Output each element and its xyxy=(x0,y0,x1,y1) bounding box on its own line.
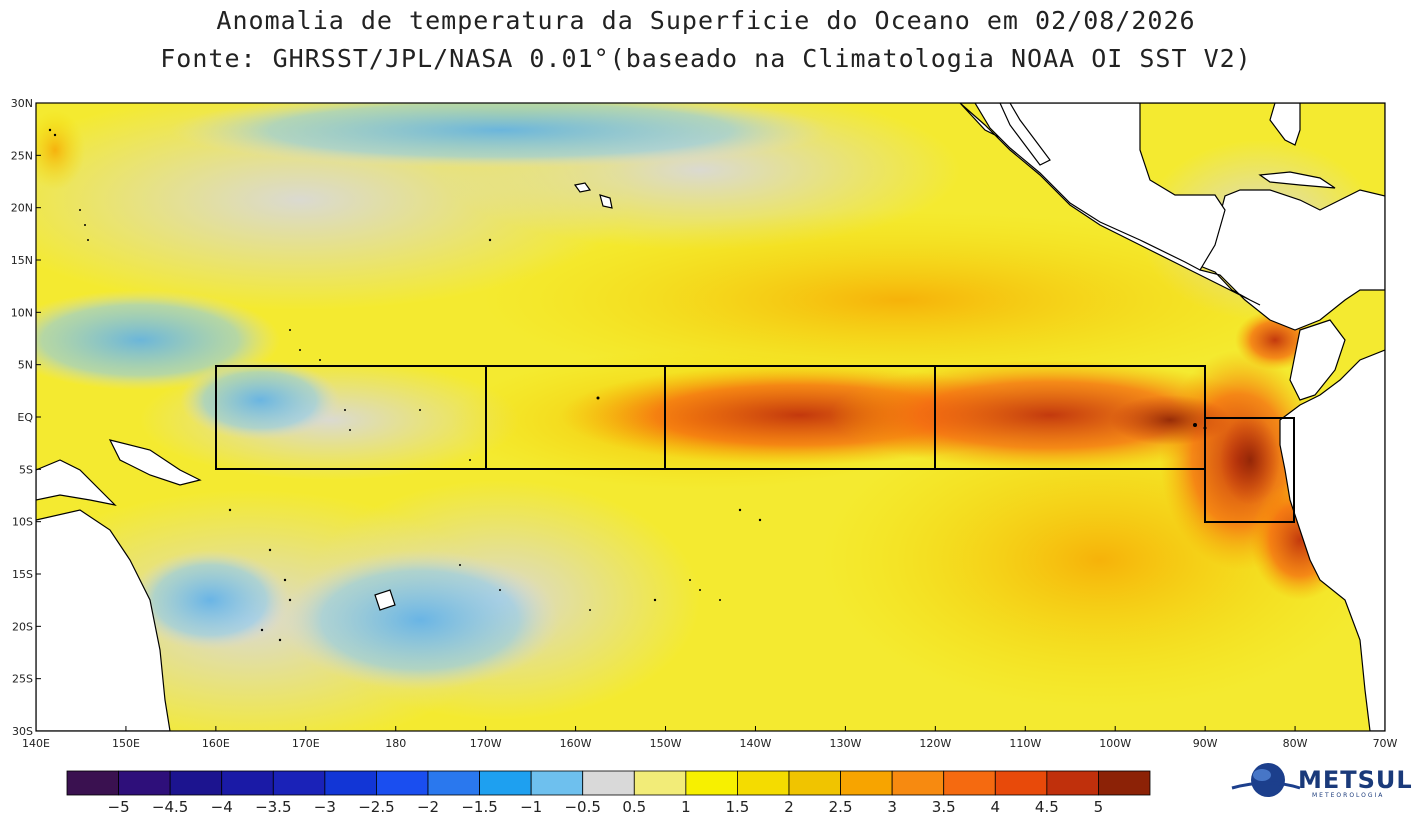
lon-tick-label: 130W xyxy=(829,737,861,750)
lon-tick-label: 80W xyxy=(1283,737,1308,750)
legend-label: −2.5 xyxy=(358,798,394,816)
legend-label: 4 xyxy=(991,798,1001,816)
legend-label: −1 xyxy=(520,798,542,816)
longitude-axis: 140E 150E 160E 170E 180 170W 160W 150W 140W 130W 1… xyxy=(22,726,1398,750)
lon-tick-label: 70W xyxy=(1373,737,1398,750)
lon-tick-label: 100W xyxy=(1099,737,1131,750)
lat-tick-label: 30N xyxy=(11,97,33,110)
legend-label: −4 xyxy=(211,798,233,816)
legend-label: 1.5 xyxy=(725,798,749,816)
color-legend: −5 −4.5 −4 −3.5 −3 −2.5 −2 −1.5 −1 −0.5 0.5 1 1.5 2 2.… xyxy=(66,770,1151,816)
nino-region-boxes xyxy=(215,365,1295,523)
lon-tick-label: 170W xyxy=(470,737,502,750)
latitude-axis: 30N 25N 20N 15N 10N 5N EQ 5S 10S 15S 20S 25S 30S xyxy=(11,97,41,738)
legend-swatch xyxy=(324,770,377,796)
lat-tick-label: 25N xyxy=(11,149,33,162)
lat-tick-label: 20S xyxy=(12,620,33,633)
legend-swatch xyxy=(582,770,635,796)
lat-tick-label: 25S xyxy=(12,673,33,686)
legend-label: 3 xyxy=(887,798,897,816)
legend-label: 4.5 xyxy=(1035,798,1059,816)
map-field xyxy=(36,103,1385,731)
logo-subtitle: METEOROLOGIA xyxy=(1312,792,1385,799)
legend-label: −3 xyxy=(314,798,336,816)
map-subtitle: Fonte: GHRSST/JPL/NASA 0.01°(baseado na … xyxy=(160,44,1252,73)
legend-swatch xyxy=(530,770,584,796)
legend-swatch xyxy=(272,770,326,796)
legend-label: −0.5 xyxy=(564,798,600,816)
lat-tick-label: 15S xyxy=(12,568,33,581)
legend-label: 5 xyxy=(1094,798,1104,816)
legend-label: 3.5 xyxy=(932,798,956,816)
legend-label: −2 xyxy=(417,798,439,816)
lon-tick-label: 90W xyxy=(1193,737,1218,750)
legend-swatch xyxy=(685,770,738,796)
legend-swatch xyxy=(1098,770,1151,796)
lon-tick-label: 170E xyxy=(292,737,320,750)
lon-tick-label: 180 xyxy=(385,737,406,750)
legend-swatch xyxy=(737,770,790,796)
region-box-90w-80w xyxy=(1204,417,1295,523)
legend-label: −5 xyxy=(108,798,130,816)
lon-tick-label: 120W xyxy=(919,737,951,750)
lat-tick-label: 15N xyxy=(11,254,33,267)
logo-name: METSUL xyxy=(1298,766,1412,794)
legend-swatch xyxy=(479,770,532,796)
lon-tick-label: 110W xyxy=(1009,737,1041,750)
legend-swatch xyxy=(376,770,429,796)
lat-tick-label: 5N xyxy=(18,359,33,372)
metsul-logo-icon xyxy=(1231,763,1301,797)
lon-tick-label: 150E xyxy=(112,737,140,750)
map-title: Anomalia de temperatura da Superficie do… xyxy=(216,6,1196,35)
legend-swatch xyxy=(118,770,171,796)
lat-tick-label: 30S xyxy=(12,725,33,738)
legend-label: −1.5 xyxy=(461,798,497,816)
lon-tick-label: 150W xyxy=(650,737,682,750)
legend-swatch xyxy=(994,770,1048,796)
lat-tick-label: EQ xyxy=(17,411,33,424)
lat-tick-label: 20N xyxy=(11,202,33,215)
legend-swatch xyxy=(633,770,687,796)
legend-label: −3.5 xyxy=(255,798,291,816)
land-australia xyxy=(36,509,171,731)
lon-tick-label: 140E xyxy=(22,737,50,750)
lat-tick-label: 10N xyxy=(11,306,33,319)
lon-tick-label: 160E xyxy=(202,737,230,750)
legend-swatch xyxy=(66,770,119,796)
legend-label: 2 xyxy=(784,798,794,816)
legend-swatch xyxy=(427,770,480,796)
legend-label: 0.5 xyxy=(622,798,646,816)
legend-swatch xyxy=(788,770,841,796)
legend-swatch xyxy=(221,770,274,796)
legend-label: −4.5 xyxy=(152,798,188,816)
land-south-america xyxy=(1279,349,1385,731)
lon-tick-label: 140W xyxy=(740,737,772,750)
legend-swatch xyxy=(943,770,996,796)
legend-swatch xyxy=(891,770,945,796)
lat-tick-label: 10S xyxy=(12,516,33,529)
legend-label: 1 xyxy=(681,798,691,816)
legend-swatch xyxy=(1046,770,1099,796)
lat-tick-label: 5S xyxy=(19,463,33,476)
legend-label: 2.5 xyxy=(829,798,853,816)
legend-swatch xyxy=(169,770,223,796)
legend-swatch xyxy=(840,770,893,796)
lon-tick-label: 160W xyxy=(560,737,592,750)
